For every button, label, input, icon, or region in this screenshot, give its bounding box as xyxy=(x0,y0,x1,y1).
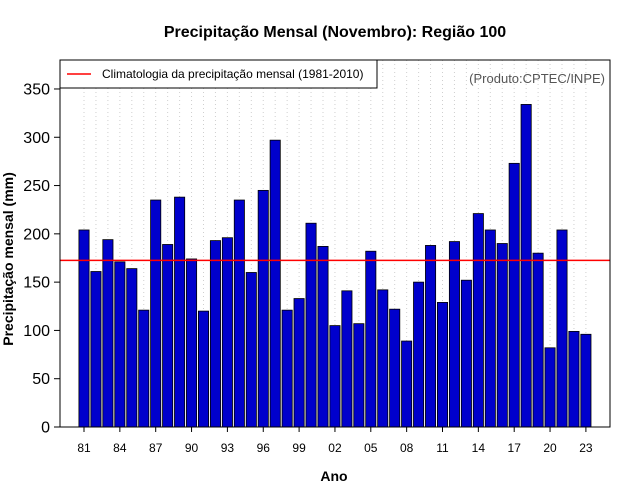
y-tick-label: 300 xyxy=(23,130,50,147)
x-tick-label: 99 xyxy=(292,441,306,455)
x-tick-label: 17 xyxy=(508,441,522,455)
bar-1994 xyxy=(233,199,245,428)
bar-2014 xyxy=(472,213,484,428)
bar-1998 xyxy=(281,309,293,428)
bar-1983 xyxy=(102,239,114,428)
y-axis: 0 50 100 150 200 250 300 350 xyxy=(23,81,60,437)
y-tick-label: 150 xyxy=(23,275,50,292)
bar-2009 xyxy=(413,281,425,428)
bar-2003 xyxy=(341,290,353,428)
bar-1982 xyxy=(90,271,102,428)
bar-2001 xyxy=(317,245,329,428)
y-tick-label: 350 xyxy=(23,81,50,98)
bar-1985 xyxy=(126,268,138,428)
bar-1992 xyxy=(209,240,221,428)
y-tick-label: 100 xyxy=(23,323,50,340)
bar-2013 xyxy=(460,279,472,428)
bar-1990 xyxy=(186,258,198,428)
x-tick-label: 14 xyxy=(472,441,486,455)
bar-2017 xyxy=(508,162,520,428)
bar-2010 xyxy=(425,245,437,428)
bar-1993 xyxy=(221,237,233,428)
bar-2011 xyxy=(436,302,448,428)
bar-1995 xyxy=(245,272,257,428)
bar-1981 xyxy=(78,229,90,428)
chart-title: Precipitação Mensal (Novembro): Região 1… xyxy=(164,24,506,41)
x-tick-label: 20 xyxy=(543,441,557,455)
bar-2004 xyxy=(353,323,365,428)
x-tick-label: 81 xyxy=(77,441,91,455)
x-tick-label: 02 xyxy=(328,441,342,455)
bar-2022 xyxy=(568,330,580,428)
legend: Climatologia da precipitação mensal (198… xyxy=(59,59,378,89)
bar-2008 xyxy=(401,340,413,428)
x-tick-label: 23 xyxy=(579,441,593,455)
bar-1984 xyxy=(114,261,126,428)
y-axis-label: Precipitação mensal (mm) xyxy=(0,172,16,346)
y-tick-label: 0 xyxy=(41,420,50,437)
bar-1999 xyxy=(293,298,305,428)
x-tick-label: 11 xyxy=(436,441,449,455)
x-axis: 81 84 87 90 93 96 99 02 05 08 11 14 17 20 23 xyxy=(77,427,593,455)
x-tick-label: 87 xyxy=(149,441,163,455)
y-tick-label: 250 xyxy=(23,178,50,195)
bar-1987 xyxy=(150,199,162,428)
y-tick-label: 200 xyxy=(23,226,50,243)
bar-2020 xyxy=(544,347,556,428)
bar-2002 xyxy=(329,325,341,428)
x-tick-label: 08 xyxy=(400,441,414,455)
x-tick-label: 84 xyxy=(113,441,127,455)
bar-2012 xyxy=(448,241,460,428)
legend-box xyxy=(59,59,378,89)
bar-2018 xyxy=(520,104,532,428)
bar-2005 xyxy=(365,250,377,428)
legend-label: Climatologia da precipitação mensal (198… xyxy=(102,67,363,81)
bar-1996 xyxy=(257,189,269,428)
source-label: (Produto:CPTEC/INPE) xyxy=(469,71,605,86)
bar-2000 xyxy=(305,222,317,428)
bar-2006 xyxy=(377,289,389,428)
bar-2019 xyxy=(532,252,544,428)
y-tick-label: 50 xyxy=(32,371,50,388)
bar-1986 xyxy=(138,309,150,428)
bar-1997 xyxy=(269,139,281,428)
x-axis-label: Ano xyxy=(320,468,347,484)
bar-2021 xyxy=(556,229,568,428)
bar-2015 xyxy=(484,229,496,428)
bar-2023 xyxy=(580,333,592,428)
bar-1988 xyxy=(162,244,174,428)
x-tick-label: 90 xyxy=(185,441,199,455)
bar-layer xyxy=(78,104,592,428)
bar-1989 xyxy=(174,196,186,428)
x-tick-label: 96 xyxy=(257,441,271,455)
x-tick-label: 93 xyxy=(221,441,235,455)
bar-2007 xyxy=(389,308,401,428)
bar-2016 xyxy=(496,243,508,428)
x-tick-label: 05 xyxy=(364,441,378,455)
bar-1991 xyxy=(197,310,209,428)
